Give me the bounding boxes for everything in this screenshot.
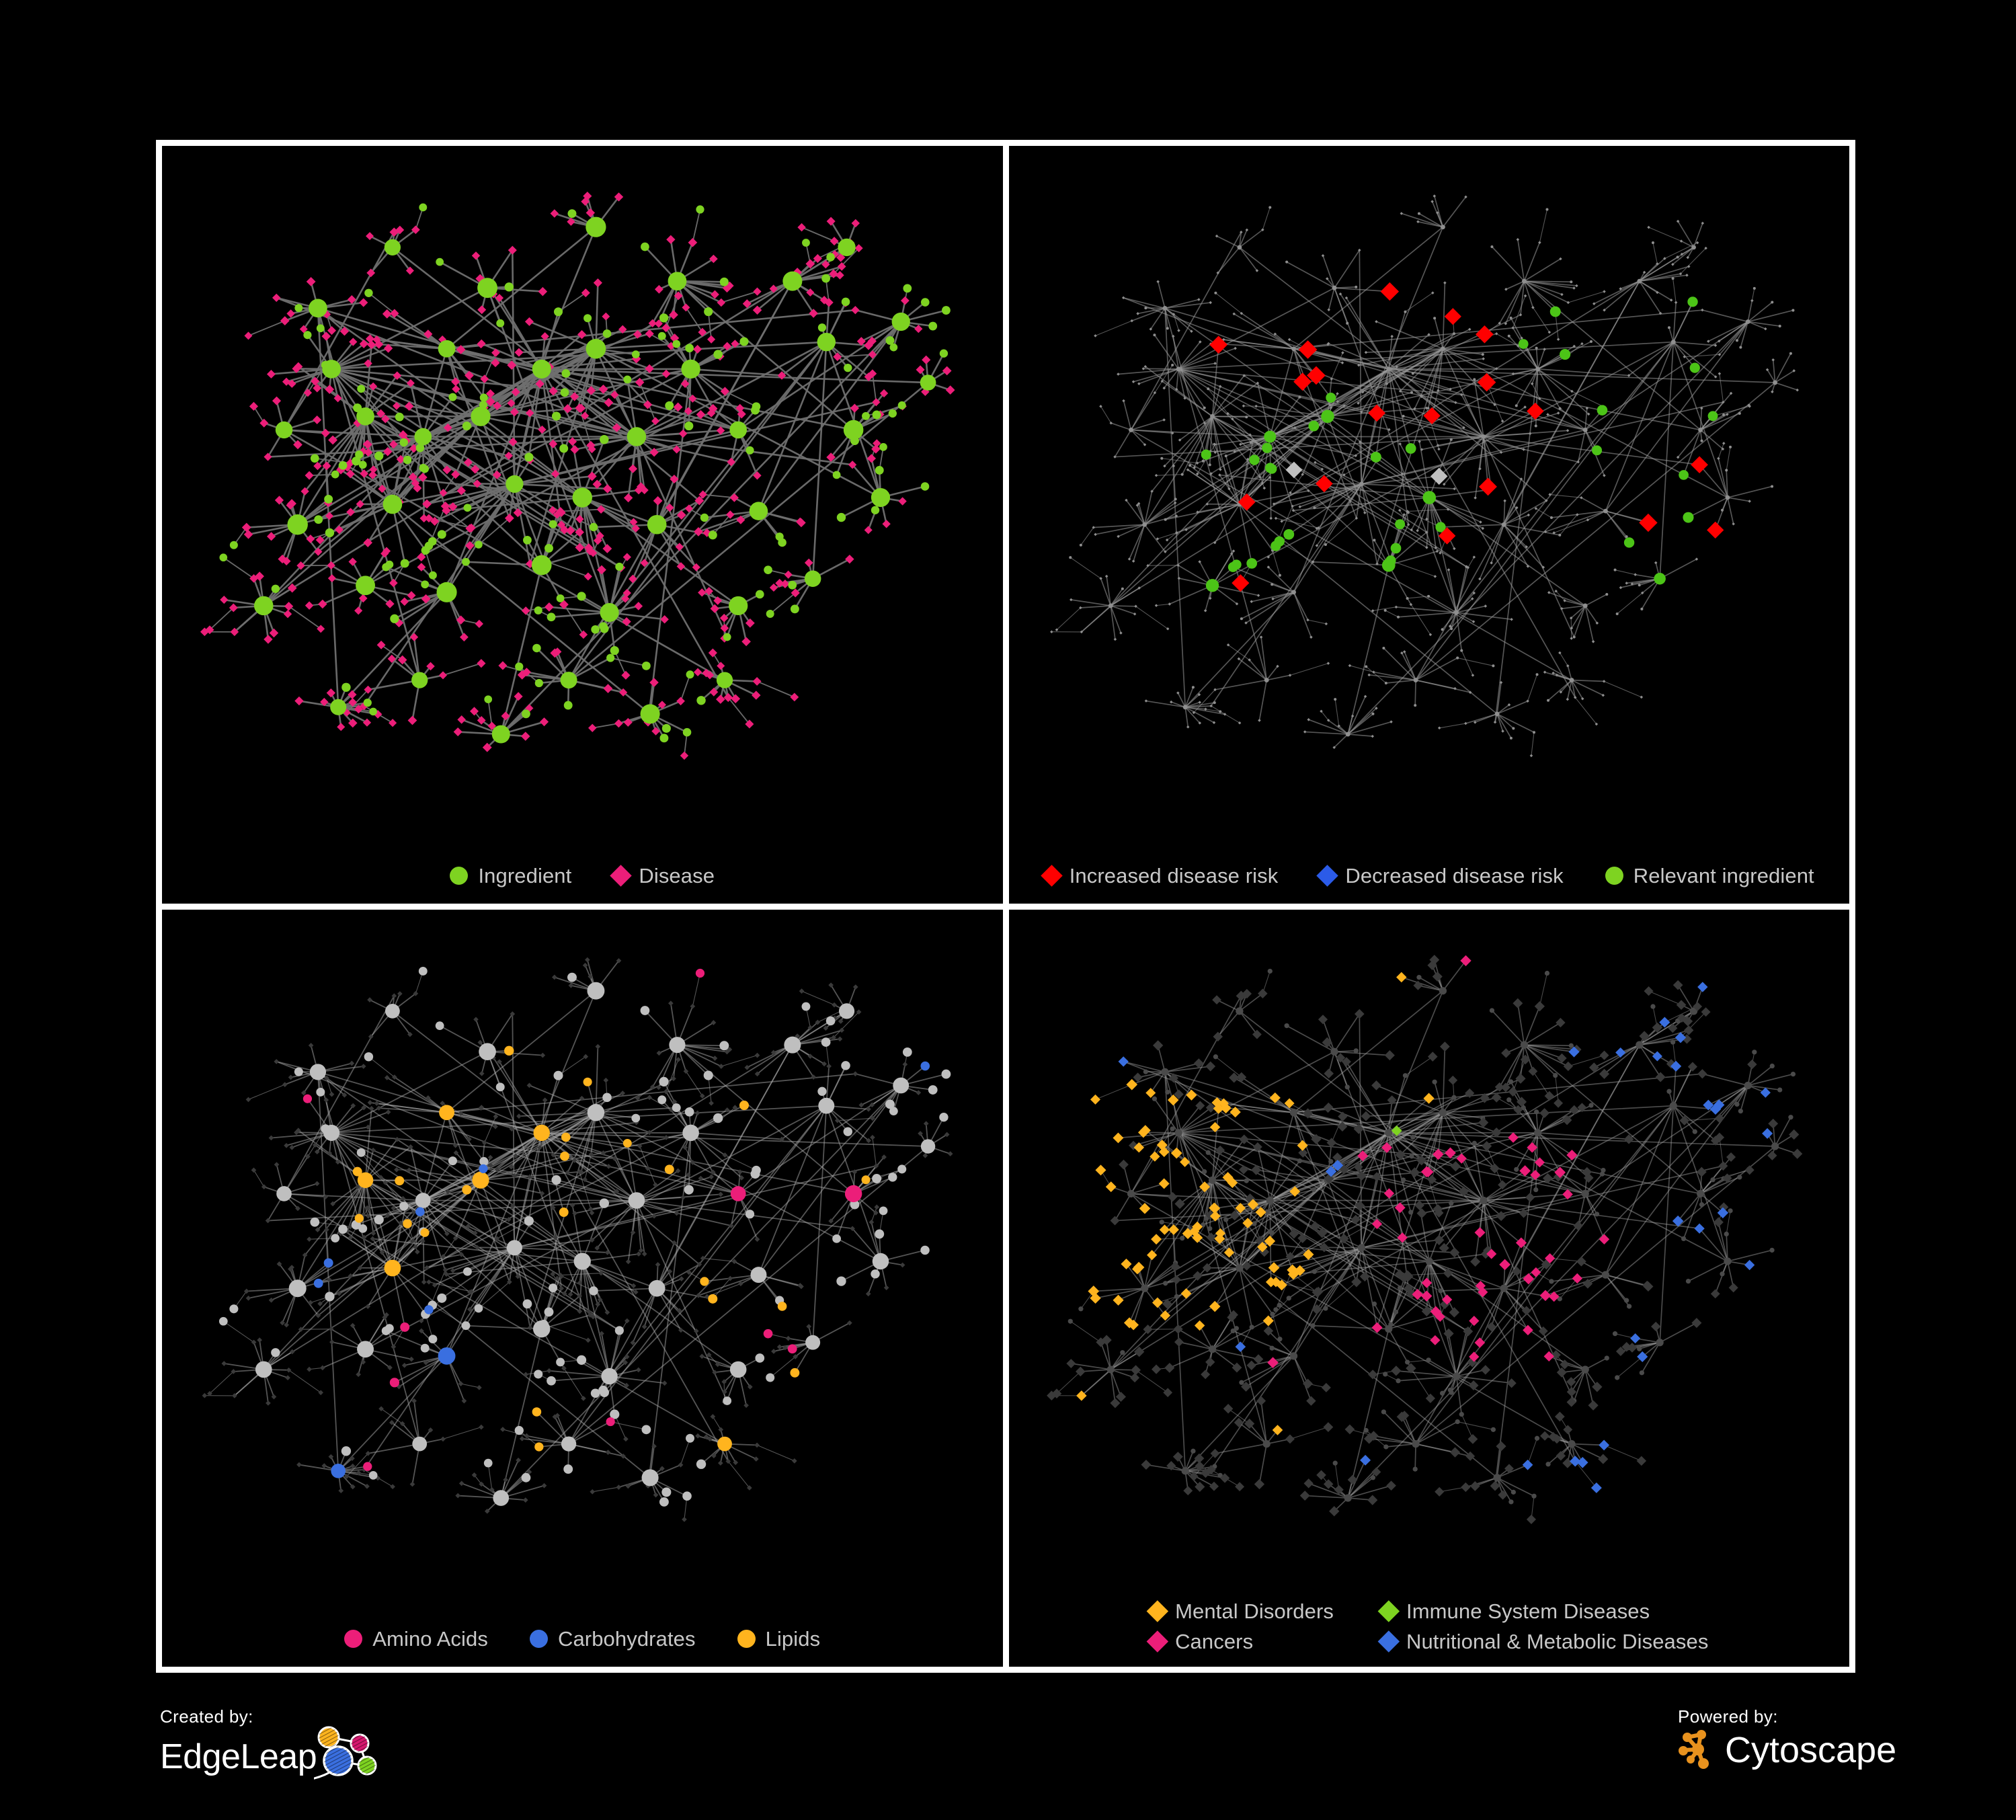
legend-label: Amino Acids [372,1627,488,1651]
decreased-risk-diamond-icon [1316,864,1339,887]
legend-ingredient-classes: Amino Acids Carbohydrates Lipids [162,1628,1003,1649]
cytoscape-graph-icon [1679,1730,1709,1769]
panel-grid: Ingredient Disease Increased disease ris… [156,140,1855,1673]
legend-item-carbohydrates[interactable]: Carbohydrates [529,1627,696,1651]
amino-acids-circle-icon [344,1630,363,1648]
cytoscape-wordmark: Cytoscape [1725,1730,1897,1770]
immune-system-diseases-diamond-icon [1377,1600,1400,1622]
panel-disease-classes[interactable]: Mental Disorders Immune System Diseases … [1008,909,1850,1667]
legend-item-lipids[interactable]: Lipids [737,1628,821,1649]
network-canvas-disease-classes[interactable] [1009,910,1850,1667]
legend-item-mental-disorders[interactable]: Mental Disorders [1146,1599,1334,1623]
legend-label: Cancers [1175,1630,1254,1653]
cancers-diamond-icon [1146,1630,1168,1653]
legend-ingredient-disease: Ingredient Disease [162,863,1003,887]
legend-disease-classes: Mental Disorders Immune System Diseases … [1146,1599,1709,1653]
edgeleap-wordmark: EdgeLeap [160,1737,317,1776]
network-canvas-disease-risk[interactable] [1009,146,1850,904]
carbohydrates-circle-icon [529,1630,548,1648]
legend-label: Disease [639,863,715,887]
legend-item-decreased-risk[interactable]: Decreased disease risk [1316,863,1564,887]
legend-label: Increased disease risk [1069,863,1279,887]
legend-label: Mental Disorders [1175,1599,1334,1623]
legend-label: Nutritional & Metabolic Diseases [1406,1630,1709,1653]
legend-label: Ingredient [478,863,572,887]
legend-item-amino-acids[interactable]: Amino Acids [344,1628,488,1649]
panel-disease-risk[interactable]: Increased disease risk Decreased disease… [1008,146,1850,904]
panel-ingredient-disease[interactable]: Ingredient Disease [162,146,1003,904]
edgeleap-logo[interactable]: EdgeLeap [160,1726,384,1784]
panel-ingredient-classes[interactable]: Amino Acids Carbohydrates Lipids [162,909,1003,1667]
legend-item-increased-risk[interactable]: Increased disease risk [1040,863,1279,887]
legend-label: Lipids [765,1627,821,1651]
legend-item-relevant-ingredient[interactable]: Relevant ingredient [1605,865,1814,886]
legend-label: Decreased disease risk [1345,863,1564,887]
network-canvas-ingredient-disease[interactable] [162,146,1003,904]
mental-disorders-diamond-icon [1146,1600,1168,1622]
nutritional-metabolic-diseases-diamond-icon [1377,1630,1400,1653]
cytoscape-logo[interactable]: Cytoscape [1678,1729,1896,1771]
legend-label: Relevant ingredient [1633,863,1814,887]
powered-by-block: Powered by: [1678,1708,1896,1771]
relevant-ingredient-circle-icon [1605,866,1623,885]
created-by-block: Created by: EdgeLeap [160,1708,384,1784]
lipids-circle-icon [737,1630,756,1648]
legend-item-immune-system-diseases[interactable]: Immune System Diseases [1377,1599,1708,1623]
legend-item-disease[interactable]: Disease [610,863,715,887]
legend-label: Carbohydrates [557,1627,696,1651]
network-canvas-ingredient-classes[interactable] [162,910,1003,1667]
legend-item-cancers[interactable]: Cancers [1146,1630,1334,1653]
legend-item-nutritional-metabolic-diseases[interactable]: Nutritional & Metabolic Diseases [1377,1630,1709,1653]
legend-label: Immune System Diseases [1406,1599,1650,1623]
edgeleap-graph-icon [314,1726,377,1780]
disease-diamond-icon [610,864,633,887]
increased-risk-diamond-icon [1040,864,1063,887]
powered-by-caption: Powered by: [1678,1706,1778,1727]
legend-item-ingredient[interactable]: Ingredient [450,865,571,886]
created-by-caption: Created by: [160,1706,253,1727]
ingredient-circle-icon [450,866,469,885]
legend-disease-risk: Increased disease risk Decreased disease… [1009,863,1850,887]
